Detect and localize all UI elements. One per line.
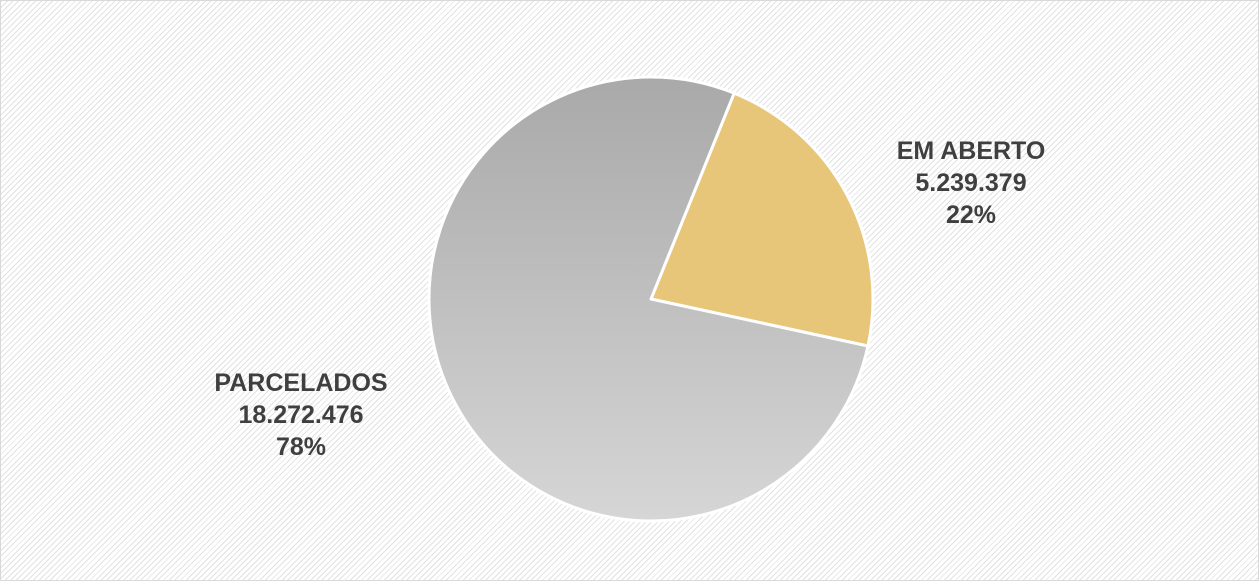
- label-percent: 78%: [276, 433, 326, 461]
- data-label-em-aberto: EM ABERTO 5.239.379 22%: [897, 137, 1046, 229]
- data-label-parcelados: PARCELADOS 18.272.476 78%: [214, 369, 387, 461]
- label-percent: 22%: [946, 201, 996, 229]
- label-category: PARCELADOS: [214, 369, 387, 397]
- label-value: 5.239.379: [915, 169, 1026, 197]
- label-category: EM ABERTO: [897, 137, 1046, 165]
- label-value: 18.272.476: [238, 401, 363, 429]
- pie-labels: EM ABERTO 5.239.379 22% PARCELADOS 18.272.47…: [214, 137, 1045, 461]
- pie-slices: [427, 75, 875, 523]
- pie-slice-em-aberto: [649, 91, 875, 348]
- pie-slice-parcelados: [427, 75, 870, 523]
